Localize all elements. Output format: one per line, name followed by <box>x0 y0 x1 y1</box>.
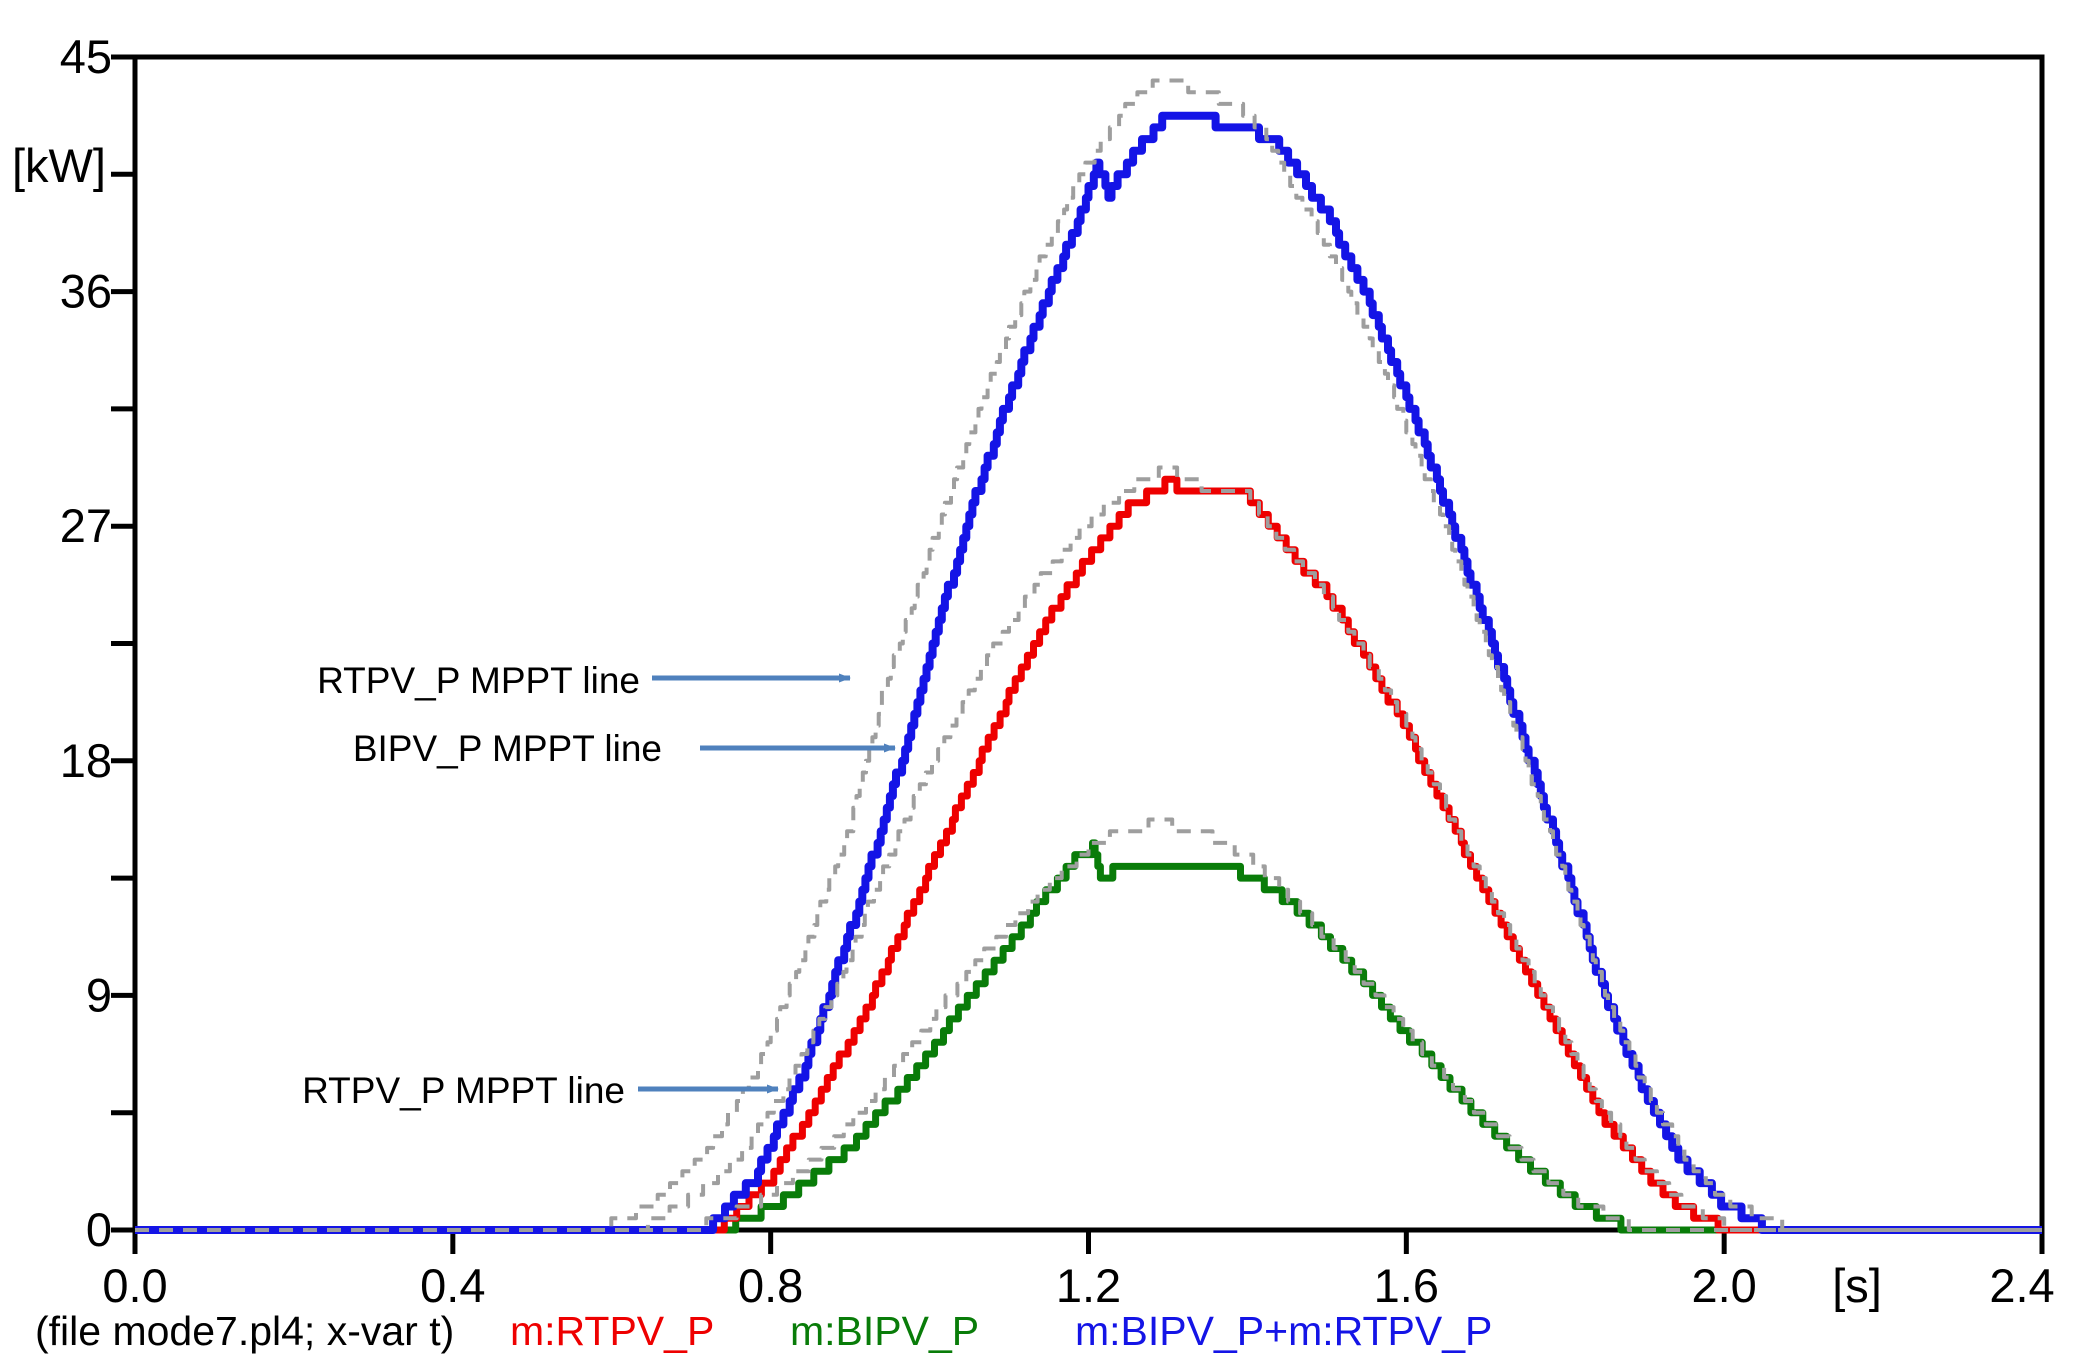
x-tick-label: 1.6 <box>1374 1259 1439 1312</box>
x-tick-label: 1.2 <box>1056 1259 1121 1312</box>
x-tick-label: 0.8 <box>738 1259 803 1312</box>
legend-item: m:RTPV_P <box>510 1308 714 1354</box>
y-tick-label: 27 <box>60 499 112 552</box>
x-tick-label: 0.0 <box>102 1259 167 1312</box>
curves-group <box>134 78 2043 1234</box>
series-m-bipv-p-m-rtpv-p <box>134 111 2043 1234</box>
series-m-bipv-p <box>134 839 2043 1234</box>
legend-item: m:BIPV_P+m:RTPV_P <box>1075 1308 1492 1354</box>
y-tick-label: 36 <box>60 265 112 318</box>
annotation-label: BIPV_P MPPT line <box>353 728 662 769</box>
y-tick-label: 0 <box>86 1203 112 1256</box>
x-axis-unit-label: [s] <box>1832 1259 1882 1312</box>
x-tick-label: 2.0 <box>1691 1259 1756 1312</box>
legend-item: m:BIPV_P <box>790 1308 979 1354</box>
x-tick-label: 0.4 <box>420 1259 485 1312</box>
series-rtpv-p-bipv-p-mppt-line <box>135 78 2042 1232</box>
series-rtpv-p-mppt-line <box>135 465 2042 1232</box>
y-tick-label: 9 <box>86 968 112 1021</box>
axis-tick-labels: 0 9 18 27 36 45 0.0 0.4 0.8 1.2 1.6 2.0 2.4 <box>60 30 2055 1312</box>
y-tick-label: 18 <box>60 734 112 787</box>
plot-frame <box>132 54 2045 1233</box>
x-tick-label: 2.4 <box>1989 1259 2054 1312</box>
y-tick-label: 45 <box>60 30 112 83</box>
legend-group: m:RTPV_P m:BIPV_P m:BIPV_P+m:RTPV_P <box>510 1308 1492 1354</box>
annotation-label: RTPV_P MPPT line <box>317 660 640 701</box>
annotation-label: RTPV_P MPPT line <box>302 1070 625 1111</box>
legend-file-info: (file mode7.pl4; x-var t) <box>35 1308 454 1354</box>
y-axis-unit-label: [kW] <box>12 139 106 192</box>
annotations-group: RTPV_P MPPT line BIPV_P MPPT line RTPV_P M… <box>302 660 896 1111</box>
series-bipv-p-mppt-line <box>135 817 2042 1232</box>
